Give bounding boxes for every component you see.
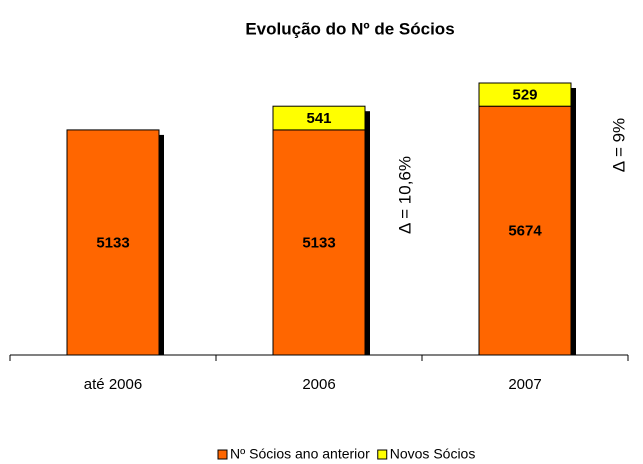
annotation: Δ = 10,6% (395, 156, 414, 234)
chart-title: Evolução do Nº de Sócios (245, 19, 454, 38)
bar (272, 105, 366, 131)
legend-swatch (377, 449, 388, 460)
bar (66, 129, 160, 356)
annotation: Δ = 9% (609, 118, 628, 172)
x-tick-label: até 2006 (84, 376, 142, 393)
legend: Nº Sócios ano anterior Novos Sócios (217, 446, 476, 462)
value-label: 541 (306, 110, 331, 127)
legend-label: Novos Sócios (390, 446, 476, 462)
value-label: 529 (512, 87, 537, 104)
legend-swatch (217, 449, 228, 460)
legend-label: Nº Sócios ano anterior (230, 446, 370, 462)
bar (478, 105, 572, 356)
value-label: 5133 (96, 234, 129, 251)
bar (478, 82, 572, 107)
bar (272, 129, 366, 356)
x-tick-label: 2007 (508, 376, 541, 393)
value-label: 5674 (508, 223, 542, 240)
x-tick-label: 2006 (302, 376, 335, 393)
value-label: 5133 (302, 234, 335, 251)
